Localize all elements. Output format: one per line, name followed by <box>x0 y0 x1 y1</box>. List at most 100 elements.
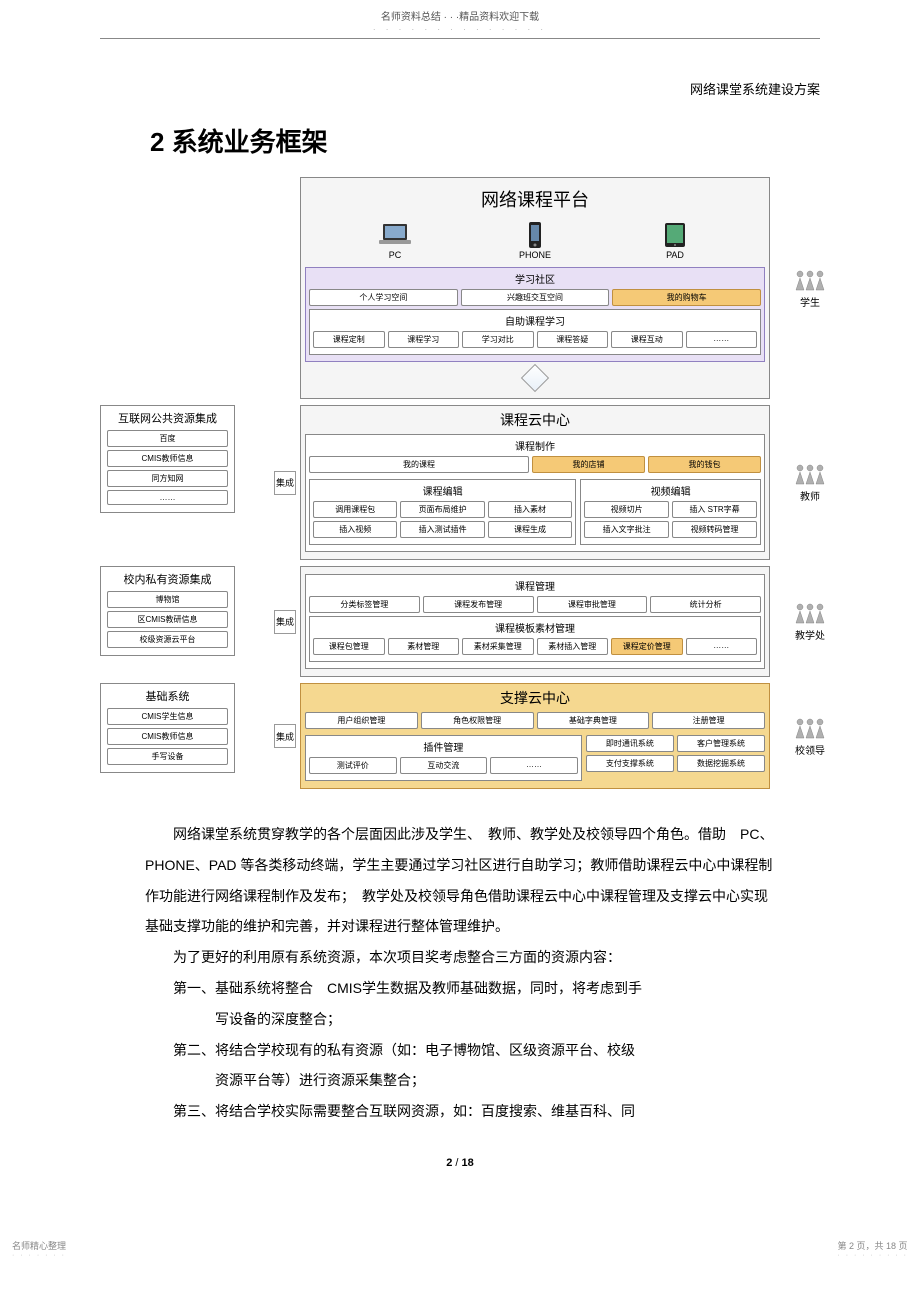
cc-item: 插入测试插件 <box>400 521 484 538</box>
self-study-title: 自助课程学习 <box>313 313 757 328</box>
cm-item: 分类标签管理 <box>309 596 420 613</box>
device-pc: PC <box>375 220 415 260</box>
lc-item: 课程学习 <box>388 331 460 348</box>
cm-item: 课程定价管理 <box>611 638 683 655</box>
people-icon <box>792 462 828 486</box>
sc-item: 数据挖掘系统 <box>677 755 765 772</box>
sc-item: 即时通讯系统 <box>586 735 674 752</box>
res-item: 手写设备 <box>107 748 228 765</box>
architecture-diagram: 网络课程平台 PC PHONE PAD <box>100 177 820 789</box>
list-item-1: 第一、基础系统将整合 CMIS学生数据及教师基础数据，同时，将考虑到手 <box>145 973 775 1004</box>
res-item: 同方知网 <box>107 470 228 487</box>
section-heading: 2 系统业务框架 <box>0 98 920 177</box>
sc-item: 注册管理 <box>652 712 765 729</box>
sc-item: 互动交流 <box>400 757 488 774</box>
base-title: 基础系统 <box>105 688 230 704</box>
people-icon <box>792 601 828 625</box>
cc-item: 视频切片 <box>584 501 669 518</box>
res-item: 区CMIS教研信息 <box>107 611 228 628</box>
cm-item: 素材插入管理 <box>537 638 609 655</box>
paragraph-2: 为了更好的利用原有系统资源，本次项目奖考虑整合三方面的资源内容： <box>145 942 775 973</box>
res-item: CMIS教师信息 <box>107 728 228 745</box>
doc-title: 网络课堂系统建设方案 <box>0 39 920 98</box>
role-student: 学生 <box>800 294 820 309</box>
template-title: 课程模板素材管理 <box>313 620 757 635</box>
edit-title: 课程编辑 <box>313 483 572 498</box>
people-icon <box>792 716 828 740</box>
page-number: 2 / 18 <box>0 1127 920 1179</box>
cloud-center-panel: 课程云中心 课程制作 我的课程 我的店铺 我的钱包 课程编辑 调用课程包 页 <box>300 405 770 560</box>
list-item-2b: 资源平台等）进行资源采集整合； <box>145 1065 775 1096</box>
cc-item: 插入素材 <box>488 501 572 518</box>
sc-item: 用户组织管理 <box>305 712 418 729</box>
internet-resources-panel: 互联网公共资源集成 百度 CMIS教师信息 同方知网 …… <box>100 405 235 513</box>
role-teaching-office: 教学处 <box>795 627 825 642</box>
lc-item: 我的购物车 <box>612 289 761 306</box>
res-item: CMIS学生信息 <box>107 708 228 725</box>
sc-item: 客户管理系统 <box>677 735 765 752</box>
footer-dots: · · · · · · · <box>12 1252 66 1259</box>
school-resources-panel: 校内私有资源集成 博物馆 区CMIS教研信息 校级资源云平台 <box>100 566 235 656</box>
lc-item: 学习对比 <box>462 331 534 348</box>
support-center-panel: 支撑云中心 用户组织管理 角色权限管理 基础字典管理 注册管理 插件管理 测试评… <box>300 683 770 789</box>
list-item-3: 第三、将结合学校实际需要整合互联网资源，如：百度搜索、维基百科、同 <box>145 1096 775 1127</box>
top-header-line: 名师资料总结 · · ·精品资料欢迎下载 <box>0 0 920 23</box>
plugin-title: 插件管理 <box>309 739 578 754</box>
sc-item: 角色权限管理 <box>421 712 534 729</box>
course-mgmt-panel: 课程管理 分类标签管理 课程发布管理 课程审批管理 统计分析 课程模板素材管理 … <box>300 566 770 677</box>
cc-item: 我的课程 <box>309 456 529 473</box>
tablet-icon <box>655 220 695 250</box>
cc-item: 课程生成 <box>488 521 572 538</box>
cm-item: 课程包管理 <box>313 638 385 655</box>
integrate-badge: 集成 <box>274 471 296 495</box>
cm-item: 课程发布管理 <box>423 596 534 613</box>
list-item-1b: 写设备的深度整合； <box>145 1004 775 1035</box>
footer-left: 名师精心整理 <box>12 1239 66 1252</box>
phone-icon <box>515 220 555 250</box>
platform-panel: 网络课程平台 PC PHONE PAD <box>300 177 770 399</box>
res-item: CMIS教师信息 <box>107 450 228 467</box>
cc-item: 我的店铺 <box>532 456 645 473</box>
learning-community-title: 学习社区 <box>309 271 761 286</box>
school-title: 校内私有资源集成 <box>105 571 230 587</box>
laptop-icon <box>375 220 415 250</box>
lc-item: …… <box>686 331 758 348</box>
res-item: 校级资源云平台 <box>107 631 228 648</box>
sc-item: 基础字典管理 <box>537 712 650 729</box>
people-icon <box>792 268 828 292</box>
cc-item: 我的钱包 <box>648 456 761 473</box>
support-center-title: 支撑云中心 <box>305 688 765 708</box>
footer-dots: · · · · · · · · · <box>837 1252 908 1259</box>
role-school-leader: 校领导 <box>795 742 825 757</box>
cc-item: 插入 STR字幕 <box>672 501 757 518</box>
list-item-2: 第二、将结合学校现有的私有资源（如：电子博物馆、区级资源平台、校级 <box>145 1035 775 1066</box>
page-footer: 名师精心整理 · · · · · · · 第 2 页，共 18 页 · · · … <box>0 1179 920 1267</box>
video-title: 视频编辑 <box>584 483 757 498</box>
device-pad: PAD <box>655 220 695 260</box>
cc-item: 页面布局维护 <box>400 501 484 518</box>
course-mgmt-title: 课程管理 <box>309 578 761 593</box>
cloud-center-title: 课程云中心 <box>305 410 765 430</box>
sc-item: 测试评价 <box>309 757 397 774</box>
cm-item: …… <box>686 638 758 655</box>
top-header-dots: · · · · · · · · · · · · · · <box>0 25 920 34</box>
integrate-badge: 集成 <box>274 610 296 634</box>
platform-title: 网络课程平台 <box>305 182 765 216</box>
cc-item: 视频转码管理 <box>672 521 757 538</box>
cc-item: 插入文字批注 <box>584 521 669 538</box>
learning-community-panel: 学习社区 个人学习空间 兴趣班交互空间 我的购物车 自助课程学习 课程定制 课程… <box>305 267 765 362</box>
integrate-badge: 集成 <box>274 724 296 748</box>
connector-diamond <box>521 364 549 392</box>
cm-item: 素材管理 <box>388 638 460 655</box>
lc-item: 课程互动 <box>611 331 683 348</box>
sc-item: …… <box>490 757 578 774</box>
body-text: 网络课堂系统贯穿教学的各个层面因此涉及学生、 教师、教学处及校领导四个角色。借助… <box>145 809 775 1127</box>
lc-item: 课程答疑 <box>537 331 609 348</box>
cm-item: 素材采集管理 <box>462 638 534 655</box>
lc-item: 个人学习空间 <box>309 289 458 306</box>
lc-item: 课程定制 <box>313 331 385 348</box>
base-system-panel: 基础系统 CMIS学生信息 CMIS教师信息 手写设备 <box>100 683 235 773</box>
cm-item: 课程审批管理 <box>537 596 648 613</box>
paragraph-1: 网络课堂系统贯穿教学的各个层面因此涉及学生、 教师、教学处及校领导四个角色。借助… <box>145 819 775 942</box>
internet-title: 互联网公共资源集成 <box>105 410 230 426</box>
